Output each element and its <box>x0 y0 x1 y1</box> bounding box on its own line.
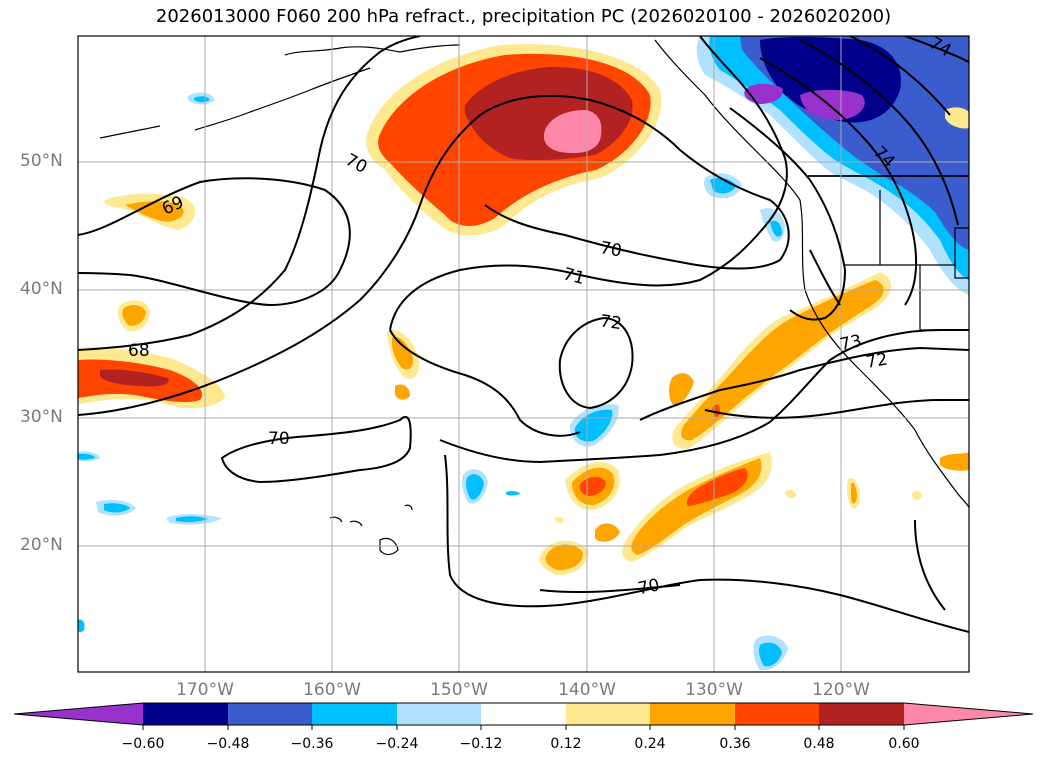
precip-blob-north-pacific <box>365 44 662 236</box>
refractivity-contours <box>78 36 969 633</box>
map-frame <box>77 35 970 673</box>
colorbar-segment-10 <box>904 703 1033 725</box>
chart-title: 2026013000 F060 200 hPa refract., precip… <box>155 6 892 27</box>
contour-label-70-center: 70 <box>598 238 623 261</box>
colorbar-segment-5 <box>481 703 566 725</box>
contour-label-70-south: 70 <box>636 575 661 599</box>
coastlines <box>99 39 969 556</box>
contour-label-73: 73 <box>838 331 863 355</box>
colorbar-segment-9 <box>819 703 904 725</box>
lon-label-150w: 150°W <box>430 680 488 700</box>
lon-label-170w: 170°W <box>176 680 234 700</box>
colorbar-segment-2 <box>228 703 312 725</box>
precip-blob-east <box>539 272 969 576</box>
lon-label-130w: 130°W <box>685 680 743 700</box>
contour-label-72-east: 72 <box>864 349 889 372</box>
lon-label-140w: 140°W <box>558 680 616 700</box>
colorbar-tick-8: 0.48 <box>803 736 835 752</box>
lon-label-160w: 160°W <box>303 680 361 700</box>
colorbar-tick-4: −0.12 <box>459 736 503 752</box>
lon-label-120w: 120°W <box>812 680 870 700</box>
colorbar-tick-5: 0.12 <box>550 736 582 752</box>
colorbar-tick-7: 0.36 <box>719 736 751 752</box>
map-area: 70 69 70 71 72 68 73 72 70 70 74 74 <box>78 36 969 672</box>
precip-blob-northeast <box>696 36 969 295</box>
colorbar-tick-0: −0.60 <box>121 736 165 752</box>
colorbar-tick-3: −0.24 <box>375 736 419 752</box>
lat-label-20n: 20°N <box>20 535 63 555</box>
colorbar-segment-0 <box>14 703 143 725</box>
colorbar-tick-9: 0.60 <box>888 736 920 752</box>
colorbar-tick-1: −0.48 <box>206 736 250 752</box>
colorbar-tick-2: −0.36 <box>290 736 334 752</box>
colorbar <box>13 702 1034 730</box>
contour-label-72-center: 72 <box>599 311 623 334</box>
contour-label-68: 68 <box>128 341 150 361</box>
lat-label-30n: 30°N <box>20 407 63 427</box>
colorbar-segment-1 <box>143 703 228 725</box>
colorbar-segment-6 <box>566 703 650 725</box>
graticule <box>78 36 969 672</box>
colorbar-segment-4 <box>397 703 481 725</box>
colorbar-tick-6: 0.24 <box>634 736 666 752</box>
lat-label-50n: 50°N <box>20 151 63 171</box>
contour-label-70-west: 70 <box>268 429 290 449</box>
lat-label-40n: 40°N <box>20 279 63 299</box>
precip-blob-west <box>78 193 420 409</box>
colorbar-segment-8 <box>735 703 819 725</box>
colorbar-segment-3 <box>312 703 397 725</box>
colorbar-segment-7 <box>650 703 735 725</box>
